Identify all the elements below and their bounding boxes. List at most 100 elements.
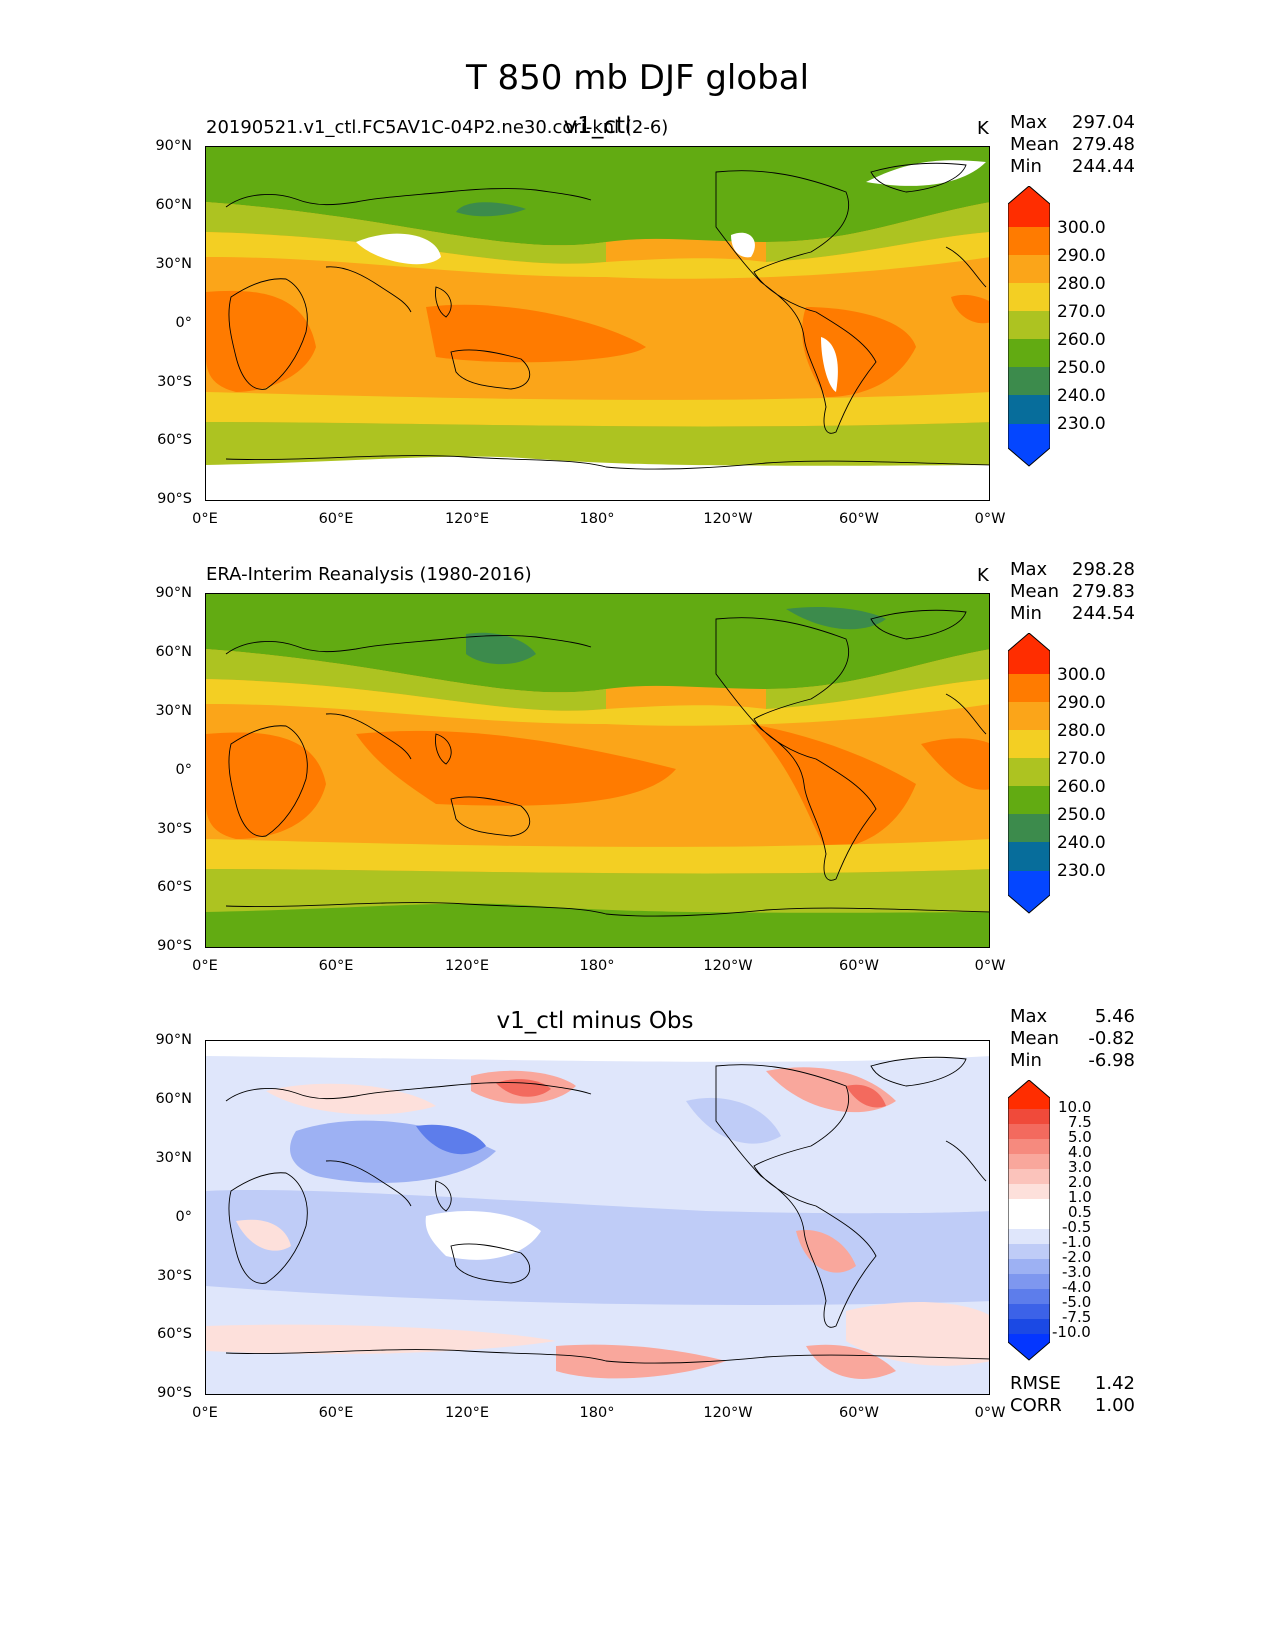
colorbar-tick-label: 270.0 bbox=[1057, 749, 1106, 769]
map-field-model bbox=[206, 147, 989, 500]
colorbar-tick-label: 0.5 bbox=[1068, 1203, 1092, 1221]
colorbar-tick-label: 260.0 bbox=[1057, 777, 1106, 797]
stats-box: Max 5.46 Mean -0.82 Min -6.98 bbox=[1010, 1006, 1135, 1072]
map-plot-difference bbox=[205, 1040, 990, 1395]
colorbar-tick-label: 290.0 bbox=[1057, 246, 1106, 266]
y-tick-label: 0° bbox=[175, 1209, 192, 1225]
stats-box: Max 298.28 Mean 279.83 Min 244.54 bbox=[1010, 559, 1135, 625]
stat-label: Max bbox=[1010, 1006, 1048, 1027]
colorbar-tick-label: 250.0 bbox=[1057, 358, 1106, 378]
x-tick-label: 0°E bbox=[192, 958, 218, 974]
figure-title: T 850 mb DJF global bbox=[465, 58, 810, 98]
stat-label: CORR bbox=[1010, 1395, 1062, 1416]
stat-mean: -0.82 bbox=[1088, 1028, 1135, 1049]
stat-label: Max bbox=[1010, 112, 1048, 133]
map-plot-obs bbox=[205, 593, 990, 948]
colorbar-tick-label: 280.0 bbox=[1057, 274, 1106, 294]
stat-max: 297.04 bbox=[1072, 112, 1135, 133]
colorbar-tick-label: 3.0 bbox=[1068, 1158, 1092, 1176]
colorbar-tick-label: -5.0 bbox=[1062, 1293, 1092, 1311]
colorbar-tick-label: 4.0 bbox=[1068, 1143, 1092, 1161]
x-tick-label: 0°W bbox=[974, 958, 1006, 974]
x-tick-label: 60°E bbox=[318, 511, 354, 527]
panel-left-title: ERA-Interim Reanalysis (1980-2016) bbox=[206, 564, 532, 585]
colorbar-tick-label: 270.0 bbox=[1057, 302, 1106, 322]
x-tick-label: 0°W bbox=[974, 1405, 1006, 1421]
x-tick-label: 60°W bbox=[838, 511, 880, 527]
stats-box: Max 297.04 Mean 279.48 Min 244.44 bbox=[1010, 112, 1135, 178]
map-plot-model bbox=[205, 146, 990, 501]
x-tick-label: 120°E bbox=[444, 511, 490, 527]
stat-min: -6.98 bbox=[1088, 1050, 1135, 1071]
colorbar bbox=[1008, 1080, 1050, 1361]
stat-max: 298.28 bbox=[1072, 559, 1135, 580]
colorbar-tick-label: 300.0 bbox=[1057, 218, 1106, 238]
units-label: K bbox=[977, 118, 989, 139]
y-tick-label: 0° bbox=[175, 315, 192, 331]
y-tick-label: 60°S bbox=[157, 432, 192, 448]
error-stats-box: RMSE 1.42 CORR 1.00 bbox=[1010, 1373, 1135, 1417]
colorbar-tick-label: 10.0 bbox=[1058, 1098, 1092, 1116]
x-tick-label: 60°E bbox=[318, 958, 354, 974]
colorbar-tick-label: 2.0 bbox=[1068, 1173, 1092, 1191]
stat-min: 244.54 bbox=[1072, 603, 1135, 624]
y-tick-label: 90°S bbox=[157, 491, 192, 507]
stat-min: 244.44 bbox=[1072, 156, 1135, 177]
map-field-difference bbox=[206, 1041, 989, 1394]
x-tick-label: 120°E bbox=[444, 1405, 490, 1421]
stat-label: RMSE bbox=[1010, 1373, 1061, 1394]
colorbar-tick-label: -1.0 bbox=[1062, 1233, 1092, 1251]
panel-center-title: v1_ctl bbox=[563, 113, 632, 139]
stat-rmse: 1.42 bbox=[1094, 1373, 1135, 1394]
y-tick-label: 0° bbox=[175, 762, 192, 778]
colorbar bbox=[1008, 186, 1050, 467]
y-tick-label: 30°S bbox=[157, 821, 192, 837]
y-tick-label: 60°S bbox=[157, 1326, 192, 1342]
colorbar-tick-label: -7.5 bbox=[1062, 1308, 1092, 1326]
panel-center-title: v1_ctl minus Obs bbox=[496, 1008, 694, 1034]
colorbar bbox=[1008, 633, 1050, 914]
stat-label: Max bbox=[1010, 559, 1048, 580]
stat-label: Mean bbox=[1010, 1028, 1060, 1049]
x-tick-label: 120°W bbox=[703, 958, 753, 974]
y-tick-label: 60°N bbox=[155, 644, 192, 660]
y-tick-label: 60°N bbox=[155, 1091, 192, 1107]
y-tick-label: 90°S bbox=[157, 1385, 192, 1401]
units-label: K bbox=[977, 565, 989, 586]
map-field-obs bbox=[206, 594, 989, 947]
colorbar-tick-label: -3.0 bbox=[1062, 1263, 1092, 1281]
stat-label: Mean bbox=[1010, 134, 1060, 155]
colorbar-tick-label: 280.0 bbox=[1057, 721, 1106, 741]
stat-label: Mean bbox=[1010, 581, 1060, 602]
colorbar-tick-label: -4.0 bbox=[1062, 1278, 1092, 1296]
y-tick-label: 30°S bbox=[157, 1268, 192, 1284]
x-tick-label: 120°W bbox=[703, 511, 753, 527]
x-tick-label: 60°W bbox=[838, 1405, 880, 1421]
colorbar-tick-label: 230.0 bbox=[1057, 861, 1106, 881]
colorbar-tick-label: -0.5 bbox=[1062, 1218, 1092, 1236]
x-tick-label: 180° bbox=[579, 1405, 615, 1421]
stat-corr: 1.00 bbox=[1094, 1395, 1135, 1416]
y-tick-label: 90°N bbox=[155, 138, 192, 154]
stat-label: Min bbox=[1010, 156, 1042, 177]
colorbar-tick-label: 260.0 bbox=[1057, 330, 1106, 350]
colorbar-tick-label: 250.0 bbox=[1057, 805, 1106, 825]
x-tick-label: 60°E bbox=[318, 1405, 354, 1421]
colorbar-tick-label: -10.0 bbox=[1052, 1323, 1091, 1341]
panel-left-title: 20190521.v1_ctl.FC5AV1C-04P2.ne30.cori-k… bbox=[206, 117, 669, 138]
y-tick-label: 90°S bbox=[157, 938, 192, 954]
x-tick-label: 120°E bbox=[444, 958, 490, 974]
colorbar-tick-label: 290.0 bbox=[1057, 693, 1106, 713]
stat-mean: 279.48 bbox=[1072, 134, 1135, 155]
y-tick-label: 90°N bbox=[155, 1032, 192, 1048]
colorbar-tick-label: 5.0 bbox=[1068, 1128, 1092, 1146]
stat-max: 5.46 bbox=[1094, 1006, 1135, 1027]
colorbar-tick-label: -2.0 bbox=[1062, 1248, 1092, 1266]
x-tick-label: 0°E bbox=[192, 511, 218, 527]
y-tick-label: 30°S bbox=[157, 374, 192, 390]
colorbar-tick-label: 230.0 bbox=[1057, 414, 1106, 434]
y-tick-label: 90°N bbox=[155, 585, 192, 601]
stat-label: Min bbox=[1010, 603, 1042, 624]
x-tick-label: 0°W bbox=[974, 511, 1006, 527]
y-tick-label: 60°N bbox=[155, 197, 192, 213]
